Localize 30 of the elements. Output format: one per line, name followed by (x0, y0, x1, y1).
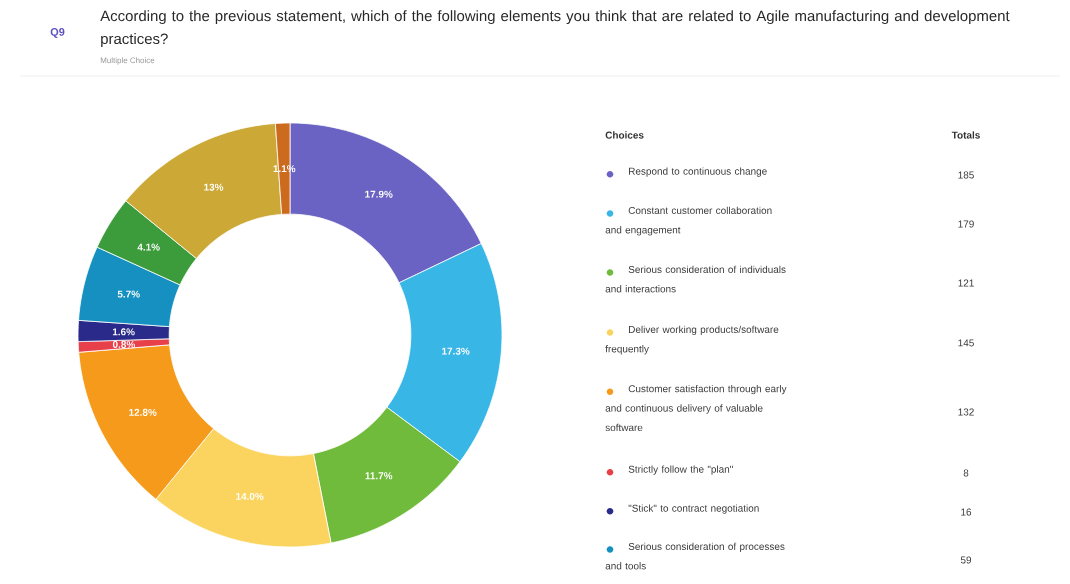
legend-label: Deliver working products/software frequently (605, 325, 779, 355)
text: 121 (958, 279, 974, 287)
text: 145 (958, 339, 974, 347)
data-label: 17.3% (442, 347, 470, 355)
text: 179 (958, 220, 974, 228)
legend-label: "Stick" to contract negotiation (628, 504, 759, 514)
legend-label: Customer satisfaction through early and continuous delivery of valuable software (605, 384, 787, 432)
text: 132 (958, 408, 974, 416)
text: Q9 (50, 28, 65, 38)
text: Totals (951, 131, 980, 139)
data-label: 14.0% (236, 492, 264, 500)
data-label: 0.8% (112, 340, 135, 348)
text: 59 (960, 556, 972, 564)
legend-label: Serious consideration of processes and tools (605, 542, 785, 570)
legend-title: Choices (605, 131, 644, 139)
data-label: 1.6% (112, 328, 135, 336)
data-label: 4.1% (137, 243, 160, 251)
text: 185 (958, 171, 974, 179)
data-label: 5.7% (117, 290, 140, 298)
text: 8 (963, 469, 969, 477)
category-label: Serious consideration of individuals and interactions (605, 265, 786, 293)
data-label: 11.7% (365, 472, 393, 480)
category-label: Constant customer collaboration and engagement (605, 206, 772, 236)
text: 16 (961, 508, 972, 516)
data-label: 13% (204, 183, 224, 191)
legend-label: Respond to continuous change (629, 167, 767, 177)
data-label: 17.9% (365, 190, 393, 198)
legend-label: Strictly follow the "plan" (628, 465, 733, 475)
chart-title: According to the previous statement, which of the following elements you think that are related to Agile manufacturing and development practices? (100, 10, 1010, 48)
data-label: 12.8% (129, 408, 157, 416)
